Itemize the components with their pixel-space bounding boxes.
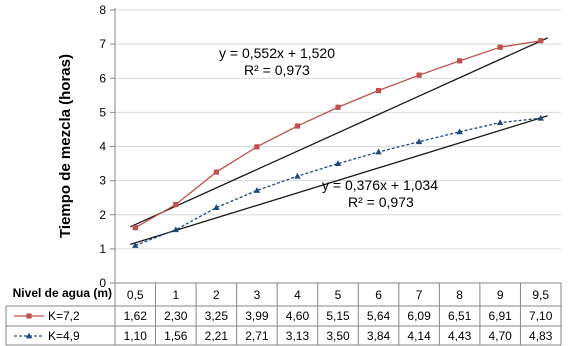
trendline-equation-k72: y = 0,552x + 1,520 — [219, 45, 335, 61]
legend-label-k72: K=7,2 — [48, 309, 80, 323]
data-point-k72 — [538, 38, 543, 43]
data-point-k72 — [295, 123, 300, 128]
y-tick-label: 6 — [99, 71, 106, 85]
table-cell-k72: 6,51 — [448, 309, 472, 323]
table-cell-k49: 2,71 — [245, 329, 269, 343]
x-category-label: 6 — [375, 288, 382, 302]
x-category-label: 8 — [456, 288, 463, 302]
data-point-k72 — [335, 105, 340, 110]
x-category-label: 4 — [294, 288, 301, 302]
table-cell-k49: 3,84 — [367, 329, 391, 343]
x-category-label: 9,5 — [532, 288, 549, 302]
table-cell-k72: 3,99 — [245, 309, 269, 323]
legend-entry-k49: K=4,9 — [14, 329, 80, 343]
x-category-label: 5 — [335, 288, 342, 302]
table-cell-k72: 5,15 — [326, 309, 350, 323]
table-cell-k49: 4,43 — [448, 329, 472, 343]
table-cell-k49: 1,10 — [124, 329, 148, 343]
trendline-equation-k49: y = 0,376x + 1,034 — [322, 177, 438, 193]
table-cell-k72: 6,09 — [407, 309, 431, 323]
table-cell-k72: 4,60 — [286, 309, 310, 323]
data-point-k72 — [254, 144, 259, 149]
grid-lines — [115, 10, 561, 283]
trendline-r2-k72: R² = 0,973 — [244, 62, 310, 78]
data-point-k72 — [498, 45, 503, 50]
x-category-label: 1 — [172, 288, 179, 302]
x-category-label: 7 — [416, 288, 423, 302]
series-lines — [132, 38, 544, 248]
data-point-k72 — [214, 169, 219, 174]
table-cell-k72: 1,62 — [124, 309, 148, 323]
legend-marker-k72 — [26, 313, 31, 318]
x-category-label: 9 — [497, 288, 504, 302]
table-cell-k49: 1,56 — [164, 329, 188, 343]
table-cell-k49: 4,70 — [489, 329, 513, 343]
data-point-k72 — [376, 88, 381, 93]
data-point-k49 — [294, 173, 300, 179]
x-category-label: 2 — [213, 288, 220, 302]
trendlines — [130, 38, 547, 245]
data-point-k49 — [497, 119, 503, 125]
table-cell-k49: 2,21 — [205, 329, 229, 343]
table-cell-k72: 2,30 — [164, 309, 188, 323]
table-cell-k49: 4,14 — [407, 329, 431, 343]
y-tick-label: 7 — [99, 37, 106, 51]
y-tick-label: 2 — [99, 208, 106, 222]
table-x-label: Nivel de agua (m) — [13, 286, 112, 300]
trendline-k72 — [130, 38, 547, 227]
table-cell-k49: 3,50 — [326, 329, 350, 343]
y-tick-label: 8 — [99, 3, 106, 17]
data-point-k72 — [416, 73, 421, 78]
table-cell-k49: 4,83 — [529, 329, 553, 343]
y-tick-label: 1 — [99, 242, 106, 256]
table-cell-k72: 7,10 — [529, 309, 553, 323]
x-category-label: 0,5 — [127, 288, 144, 302]
data-point-k49 — [375, 149, 381, 155]
y-axis-title: Tiempo de mezcla (horas) — [57, 54, 74, 238]
table-cell-k72: 5,64 — [367, 309, 391, 323]
table-cell-k49: 3,13 — [286, 329, 310, 343]
table-cell-k72: 6,91 — [489, 309, 513, 323]
data-point-k72 — [173, 202, 178, 207]
y-tick-label: 4 — [99, 140, 106, 154]
data-table: Nivel de agua (m) 0,5 1 2 3 4 5 6 7 8 9 9,5 K=7,2 1,… — [6, 283, 561, 345]
legend-entry-k72: K=7,2 — [14, 309, 80, 323]
data-point-k72 — [133, 225, 138, 230]
trendline-label-k49: y = 0,376x + 1,034 R² = 0,973 — [322, 177, 438, 210]
table-cell-k72: 3,25 — [205, 309, 229, 323]
y-tick-label: 3 — [99, 174, 106, 188]
data-point-k72 — [457, 58, 462, 63]
y-tick-label: 5 — [99, 105, 106, 119]
x-category-label: 3 — [254, 288, 261, 302]
trendline-label-k72: y = 0,552x + 1,520 R² = 0,973 — [219, 45, 335, 78]
trendline-r2-k49: R² = 0,973 — [348, 194, 414, 210]
legend-label-k49: K=4,9 — [48, 329, 80, 343]
